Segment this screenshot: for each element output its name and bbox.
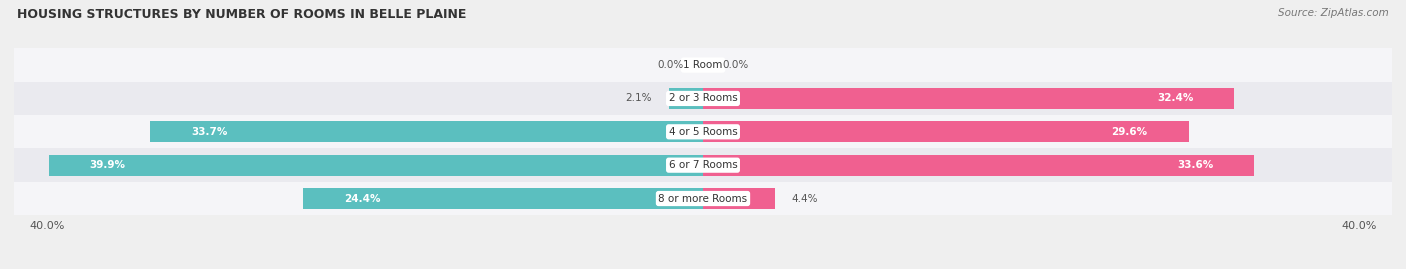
Bar	[669, 88, 703, 109]
Bar	[14, 82, 1392, 115]
Text: 1 Room: 1 Room	[683, 60, 723, 70]
Text: 4.4%: 4.4%	[792, 193, 818, 204]
Text: 33.6%: 33.6%	[1177, 160, 1213, 170]
Bar	[14, 115, 1392, 148]
Text: 29.6%: 29.6%	[1111, 127, 1147, 137]
Text: Source: ZipAtlas.com: Source: ZipAtlas.com	[1278, 8, 1389, 18]
Text: 4 or 5 Rooms: 4 or 5 Rooms	[669, 127, 737, 137]
Bar	[703, 155, 1254, 175]
Text: 6 or 7 Rooms: 6 or 7 Rooms	[669, 160, 737, 170]
Bar	[14, 182, 1392, 215]
Text: 0.0%: 0.0%	[657, 60, 683, 70]
Bar	[302, 188, 703, 209]
Text: 0.0%: 0.0%	[723, 60, 749, 70]
Text: 8 or more Rooms: 8 or more Rooms	[658, 193, 748, 204]
Text: 2.1%: 2.1%	[626, 93, 652, 104]
Bar	[150, 122, 703, 142]
Text: 2 or 3 Rooms: 2 or 3 Rooms	[669, 93, 737, 104]
Bar	[14, 148, 1392, 182]
Bar	[14, 48, 1392, 82]
Bar	[703, 188, 775, 209]
Text: 32.4%: 32.4%	[1157, 93, 1194, 104]
Text: 24.4%: 24.4%	[344, 193, 380, 204]
Text: 33.7%: 33.7%	[191, 127, 228, 137]
Bar	[49, 155, 703, 175]
Bar	[703, 122, 1188, 142]
Text: 39.9%: 39.9%	[90, 160, 125, 170]
Text: HOUSING STRUCTURES BY NUMBER OF ROOMS IN BELLE PLAINE: HOUSING STRUCTURES BY NUMBER OF ROOMS IN…	[17, 8, 467, 21]
Bar	[703, 88, 1234, 109]
